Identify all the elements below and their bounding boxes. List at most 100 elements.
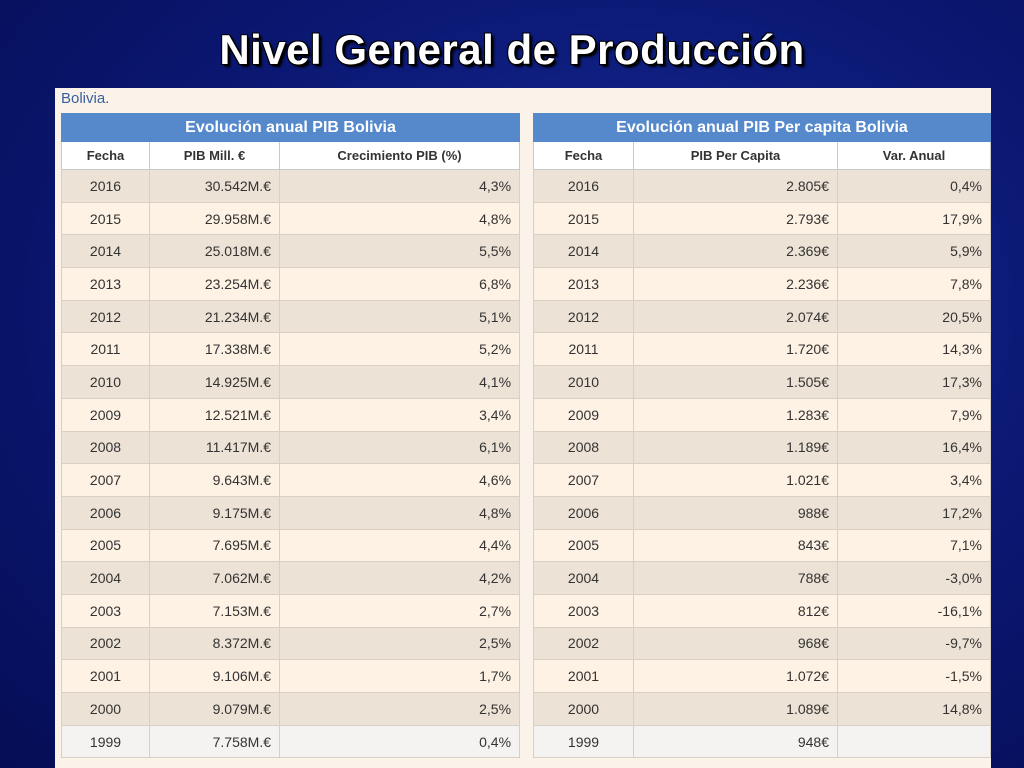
cell-year: 2011 bbox=[533, 332, 634, 367]
table-row: 1999 948€ bbox=[533, 724, 991, 759]
cell-year: 2010 bbox=[61, 365, 150, 399]
cell-year: 2001 bbox=[61, 659, 150, 693]
cell-value: 2.369€ bbox=[633, 234, 838, 269]
cell-value: 12.521M.€ bbox=[149, 397, 280, 432]
table-row: 2006 988€ 17,2% bbox=[533, 495, 991, 530]
table-row: 2011 17.338M.€ 5,2% bbox=[61, 332, 521, 367]
cell-year: 2008 bbox=[61, 430, 150, 465]
table-row: 2004 788€ -3,0% bbox=[533, 561, 991, 595]
cell-value: 7.695M.€ bbox=[149, 528, 280, 563]
cell-year: 2014 bbox=[533, 234, 634, 269]
cell-year: 2005 bbox=[61, 528, 150, 563]
cell-value: 1.505€ bbox=[633, 365, 838, 399]
cell-year: 2002 bbox=[533, 626, 634, 661]
cell-value: 988€ bbox=[633, 495, 838, 530]
content-panel: Bolivia. Evolución anual PIB Bolivia Fec… bbox=[55, 88, 991, 768]
table-row: 2000 9.079M.€ 2,5% bbox=[61, 692, 521, 726]
cell-value: 30.542M.€ bbox=[149, 169, 280, 203]
cell-value: 1.720€ bbox=[633, 332, 838, 367]
cell-change: 2,5% bbox=[278, 626, 521, 661]
cell-change: 17,3% bbox=[837, 365, 991, 399]
column-header-pib-per-capita: PIB Per Capita bbox=[633, 141, 838, 170]
cell-year: 1999 bbox=[533, 724, 634, 759]
cell-value: 812€ bbox=[633, 593, 838, 628]
cell-value: 1.072€ bbox=[633, 659, 838, 693]
cell-change: 2,5% bbox=[278, 692, 521, 726]
column-header-crecimiento: Crecimiento PIB (%) bbox=[278, 141, 521, 170]
cell-value: 21.234M.€ bbox=[149, 299, 280, 334]
table-row: 2001 1.072€ -1,5% bbox=[533, 659, 991, 693]
table-row: 2004 7.062M.€ 4,2% bbox=[61, 561, 521, 595]
gdp-per-capita-table-caption: Evolución anual PIB Per capita Bolivia bbox=[533, 113, 991, 142]
cell-change: 6,1% bbox=[278, 430, 521, 465]
cell-value: 8.372M.€ bbox=[149, 626, 280, 661]
table-row: 2003 812€ -16,1% bbox=[533, 593, 991, 628]
table-row: 2013 2.236€ 7,8% bbox=[533, 267, 991, 301]
table-row: 2007 1.021€ 3,4% bbox=[533, 463, 991, 497]
cell-change bbox=[837, 724, 991, 759]
cell-value: 9.643M.€ bbox=[149, 463, 280, 497]
cell-year: 2003 bbox=[61, 593, 150, 628]
cell-value: 11.417M.€ bbox=[149, 430, 280, 465]
cell-value: 7.758M.€ bbox=[149, 724, 280, 759]
cell-value: 25.018M.€ bbox=[149, 234, 280, 269]
cell-change: 17,2% bbox=[837, 495, 991, 530]
cell-year: 2007 bbox=[533, 463, 634, 497]
cell-change: 5,1% bbox=[278, 299, 521, 334]
table-row: 2006 9.175M.€ 4,8% bbox=[61, 495, 521, 530]
cell-change: 5,2% bbox=[278, 332, 521, 367]
cell-change: 4,1% bbox=[278, 365, 521, 399]
table-row: 2005 7.695M.€ 4,4% bbox=[61, 528, 521, 563]
table-row: 2014 2.369€ 5,9% bbox=[533, 234, 991, 269]
cell-value: 9.079M.€ bbox=[149, 692, 280, 726]
table-row: 2015 2.793€ 17,9% bbox=[533, 201, 991, 236]
table-row: 2009 12.521M.€ 3,4% bbox=[61, 397, 521, 432]
cell-year: 2000 bbox=[61, 692, 150, 726]
cell-value: 843€ bbox=[633, 528, 838, 563]
cell-year: 2013 bbox=[61, 267, 150, 301]
cell-change: -16,1% bbox=[837, 593, 991, 628]
gdp-table-body: 2016 30.542M.€ 4,3% 2015 29.958M.€ 4,8% 2014 25… bbox=[61, 169, 521, 759]
cell-year: 2016 bbox=[61, 169, 150, 203]
cell-change: 3,4% bbox=[278, 397, 521, 432]
cell-change: 4,6% bbox=[278, 463, 521, 497]
cell-change: 14,3% bbox=[837, 332, 991, 367]
cell-change: 0,4% bbox=[837, 169, 991, 203]
cell-change: 6,8% bbox=[278, 267, 521, 301]
table-row: 2015 29.958M.€ 4,8% bbox=[61, 201, 521, 236]
cell-year: 2004 bbox=[61, 561, 150, 595]
column-header-pib: PIB Mill. € bbox=[149, 141, 280, 170]
table-row: 2008 11.417M.€ 6,1% bbox=[61, 430, 521, 465]
table-row: 2005 843€ 7,1% bbox=[533, 528, 991, 563]
slide-title: Nivel General de Producción bbox=[219, 26, 805, 73]
cell-value: 2.805€ bbox=[633, 169, 838, 203]
gdp-table-caption: Evolución anual PIB Bolivia bbox=[60, 113, 521, 142]
cell-value: 968€ bbox=[633, 626, 838, 661]
cell-year: 2016 bbox=[533, 169, 634, 203]
cell-value: 9.106M.€ bbox=[149, 659, 280, 693]
cell-change: 4,2% bbox=[278, 561, 521, 595]
table-row: 2012 2.074€ 20,5% bbox=[533, 299, 991, 334]
gdp-per-capita-table: Evolución anual PIB Per capita Bolivia F… bbox=[533, 113, 991, 759]
gdp-table: Evolución anual PIB Bolivia Fecha PIB Mi… bbox=[60, 113, 521, 759]
cell-year: 2006 bbox=[61, 495, 150, 530]
cell-change: 5,9% bbox=[837, 234, 991, 269]
cell-year: 2006 bbox=[533, 495, 634, 530]
cell-value: 7.062M.€ bbox=[149, 561, 280, 595]
cell-value: 7.153M.€ bbox=[149, 593, 280, 628]
cell-value: 788€ bbox=[633, 561, 838, 595]
cell-change: 17,9% bbox=[837, 201, 991, 236]
column-header-fecha: Fecha bbox=[533, 141, 634, 170]
table-row: 2014 25.018M.€ 5,5% bbox=[61, 234, 521, 269]
table-row: 2016 30.542M.€ 4,3% bbox=[61, 169, 521, 203]
cell-value: 23.254M.€ bbox=[149, 267, 280, 301]
cell-year: 2004 bbox=[533, 561, 634, 595]
cell-year: 2002 bbox=[61, 626, 150, 661]
table-row: 2013 23.254M.€ 6,8% bbox=[61, 267, 521, 301]
table-row: 2009 1.283€ 7,9% bbox=[533, 397, 991, 432]
cell-year: 2009 bbox=[61, 397, 150, 432]
cell-change: -3,0% bbox=[837, 561, 991, 595]
cell-year: 1999 bbox=[61, 724, 150, 759]
cell-value: 1.189€ bbox=[633, 430, 838, 465]
cell-value: 29.958M.€ bbox=[149, 201, 280, 236]
